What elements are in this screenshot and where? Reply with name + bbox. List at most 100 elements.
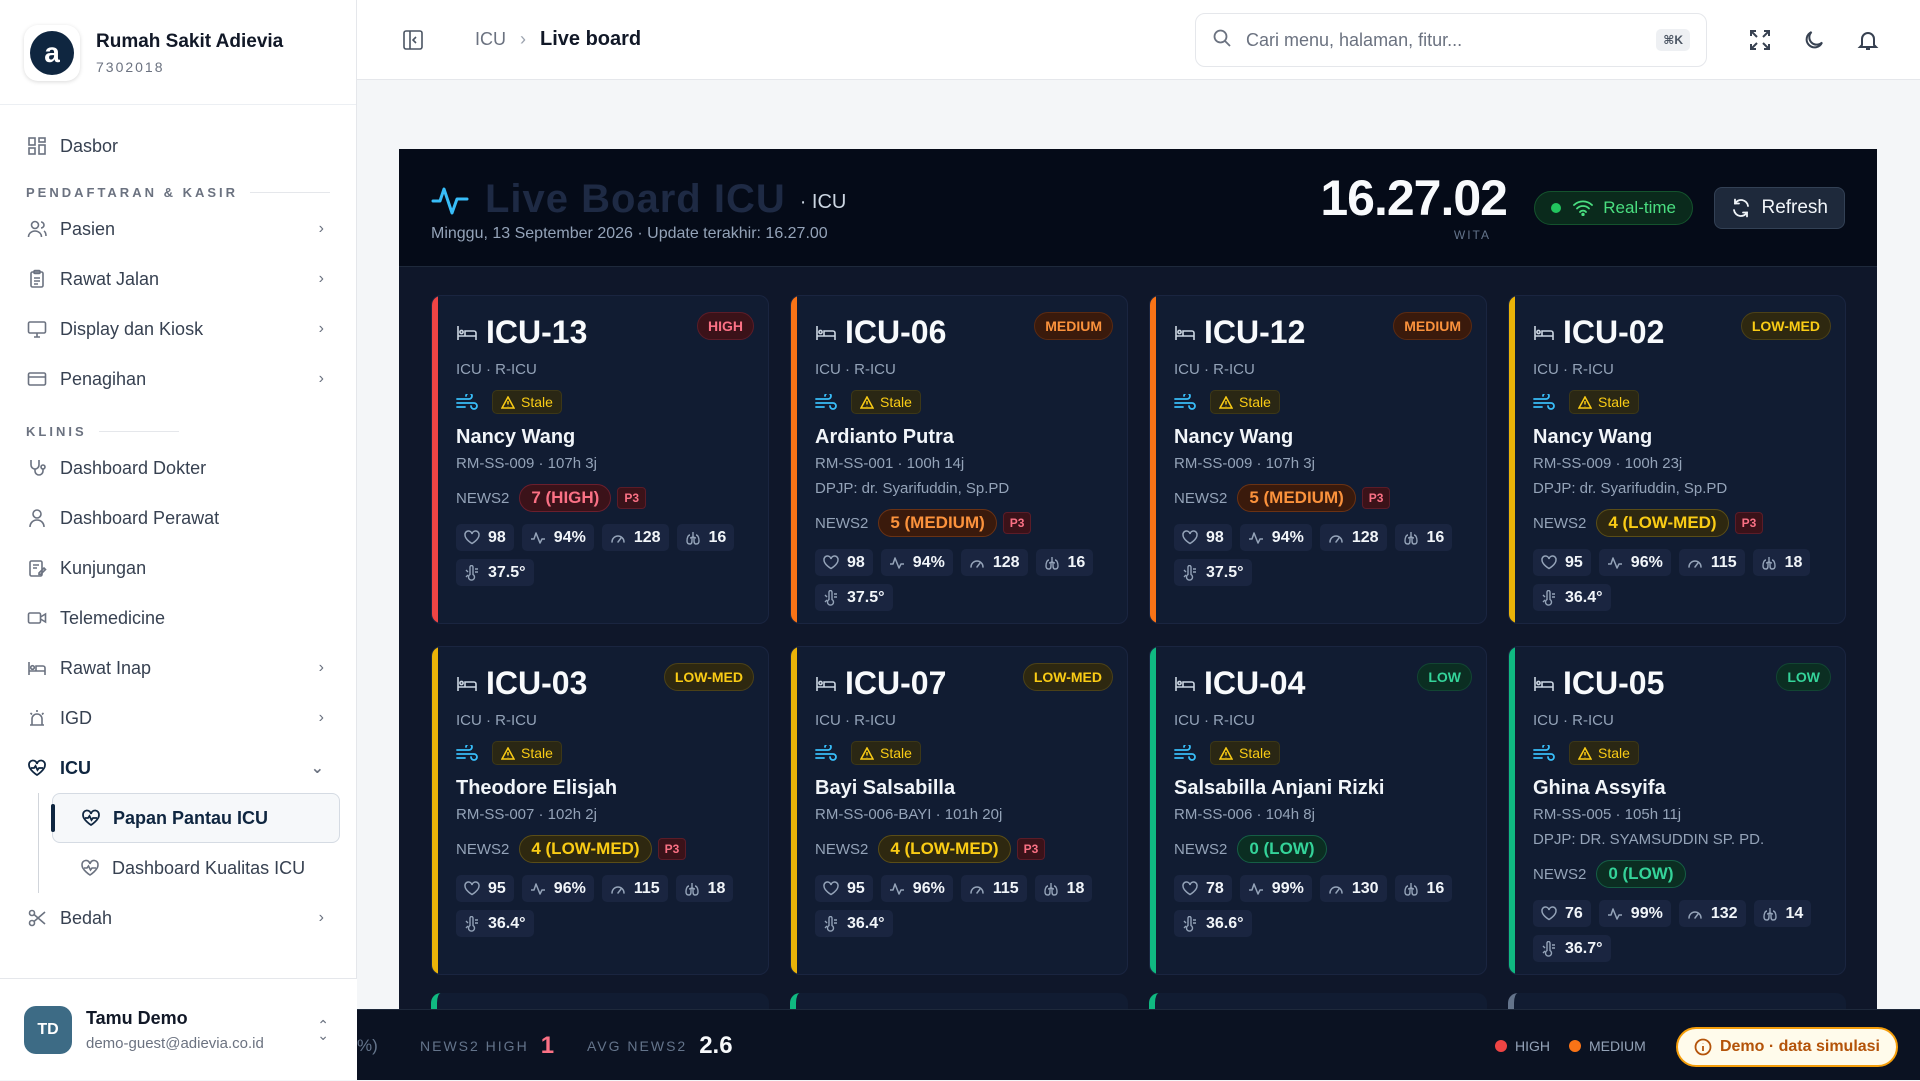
stale-label: Stale [521,745,553,761]
sidebar-item-label: Kunjungan [60,557,147,578]
activity-icon [1607,555,1623,571]
lungs-icon [1403,530,1419,546]
breadcrumb: ICU › Live board [475,28,641,51]
bed-card[interactable]: ICU-12 MEDIUM ICU · R-ICU Stale Nancy Wang RM… [1149,295,1487,624]
patient-name[interactable]: Bayi Salsabilla [815,777,956,799]
stale-label: Stale [521,394,553,410]
sidebar-item-bedah[interactable]: Bedah › [16,893,340,943]
heart-pulse-icon [26,757,48,779]
realtime-badge: Real-time [1534,191,1693,225]
chevron-down-icon: ⌄ [310,760,324,777]
bed-card[interactable]: ICU-06 MEDIUM ICU · R-ICU Stale Ardianto Put… [790,295,1128,624]
gauge-icon [610,530,626,546]
sidebar-item-rawat-jalan[interactable]: Rawat Jalan › [16,254,340,304]
timezone: WITA [1453,228,1491,242]
thermometer-icon [464,915,480,932]
vital-value: 98 [847,553,865,571]
stale-badge: Stale [492,390,562,414]
lungs-icon [1043,881,1059,897]
news2-score: 0 (LOW) [1237,835,1327,863]
stale-label: Stale [880,745,912,761]
sidebar-item-dashboard-kualitas-icu[interactable]: Dashboard Kualitas ICU [52,843,340,893]
sidebar-item-papan-pantau-icu[interactable]: Papan Pantau ICU [51,793,340,843]
user-menu[interactable]: TD Tamu Demo demo-guest@adievia.co.id ⌃ ⌄ [0,978,357,1080]
brand-code: 7302018 [96,59,165,75]
patient-name[interactable]: Nancy Wang [1174,426,1294,448]
vital-value: 94% [553,528,586,546]
breadcrumb-icu[interactable]: ICU [475,29,506,49]
moon-icon[interactable] [1800,26,1828,54]
sidebar-item-rawat-inap[interactable]: Rawat Inap › [16,643,340,693]
sidebar-item-dashboard-perawat[interactable]: Dashboard Perawat [16,493,340,543]
refresh-button[interactable]: Refresh [1714,187,1845,229]
legend-label: MEDIUM [1589,1037,1646,1054]
bed-card[interactable]: ICU-05 LOW ICU · R-ICU Stale Ghina Assyifa RM… [1508,646,1846,975]
stat-partial: %) [357,1035,378,1055]
patient-meta: RM-SS-006-BAYI · 101h 20j [815,806,1003,823]
risk-badge: LOW [1776,663,1831,691]
vital-value: 130 [1351,879,1379,897]
sidebar-item-penagihan[interactable]: Penagihan › [16,354,340,404]
news2-score: 0 (LOW) [1596,860,1686,888]
topbar: ICU › Live board ⌘K [357,0,1920,80]
bed-card[interactable]: ICU-07 LOW-MED ICU · R-ICU Stale Bayi Salsab… [790,646,1128,975]
patient-name[interactable]: Theodore Elisjah [456,777,618,799]
risk-badge: LOW-MED [1740,312,1831,340]
patient-name[interactable]: Nancy Wang [456,426,576,448]
vital-spo2: 96% [880,875,953,902]
sidebar-item-igd[interactable]: IGD › [16,693,340,743]
vital-temp: 37.5° [815,584,893,611]
warning-icon [1219,746,1233,760]
bed-card[interactable]: ICU-13 HIGH ICU · R-ICU Stale Nancy Wang RM-S… [431,295,769,624]
gauge-icon [610,881,626,897]
news2-label: NEWS2 [815,840,869,858]
vital-value: 36.4° [488,914,526,932]
news2-label: NEWS2 [1174,489,1228,507]
warning-icon [1219,395,1233,409]
search-input[interactable] [1246,29,1657,51]
search-box[interactable]: ⌘K [1195,13,1707,67]
clock: 16.27.02 [1320,170,1508,226]
risk-color-bar [791,647,797,974]
patient-name[interactable]: Ardianto Putra [815,426,954,448]
sidebar-item-telemedicine[interactable]: Telemedicine [16,593,340,643]
sidebar-item-dashboard-dokter[interactable]: Dashboard Dokter [16,443,340,493]
sidebar-item-kunjungan[interactable]: Kunjungan [16,543,340,593]
user-name: Tamu Demo [86,1007,188,1028]
sidebar-item-dasbor[interactable]: Dasbor [16,121,340,171]
legend-medium: MEDIUM [1569,1010,1646,1081]
vital-value: 128 [633,528,661,546]
risk-badge: LOW-MED [1022,663,1113,691]
fullscreen-icon[interactable] [1746,26,1774,54]
patient-name[interactable]: Salsabilla Anjani Rizki [1174,777,1385,799]
vital-value: 94% [912,553,945,571]
gauge-icon [969,881,985,897]
vital-rr: 18 [1034,875,1093,902]
bed-card[interactable]: ICU-03 LOW-MED ICU · R-ICU Stale Theodore El… [431,646,769,975]
stale-badge: Stale [851,741,921,765]
brand-name: Rumah Sakit Adievia [96,31,284,52]
vital-value: 18 [707,879,726,897]
refresh-label: Refresh [1761,197,1828,218]
sidebar-toggle-icon[interactable] [401,28,425,52]
sidebar-item-icu[interactable]: ICU ⌄ [16,743,340,793]
sidebar-item-display-kiosk[interactable]: Display dan Kiosk › [16,304,340,354]
bell-icon[interactable] [1854,26,1882,54]
warning-icon [1578,746,1592,760]
vital-value: 132 [1710,904,1738,922]
brand[interactable]: a Rumah Sakit Adievia 7302018 [0,0,356,105]
search-icon [1212,28,1232,53]
vital-rr: 18 [675,875,734,902]
vital-value: 78 [1206,879,1224,897]
vital-rr: 16 [676,524,735,551]
activity-icon [889,555,905,571]
demo-badge[interactable]: Demo · data simulasi [1675,1027,1898,1067]
sidebar-item-pasien[interactable]: Pasien › [16,204,340,254]
vital-hr: 95 [456,875,514,902]
legend-dot [1569,1039,1581,1052]
patient-name[interactable]: Ghina Assyifa [1533,777,1666,799]
bed-card[interactable]: ICU-04 LOW ICU · R-ICU Stale Salsabilla Anja… [1149,646,1487,975]
bed-card[interactable]: ICU-02 LOW-MED ICU · R-ICU Stale Nancy Wang R… [1508,295,1846,624]
patient-name[interactable]: Nancy Wang [1533,426,1653,448]
vital-temp: 36.6° [1174,910,1252,937]
